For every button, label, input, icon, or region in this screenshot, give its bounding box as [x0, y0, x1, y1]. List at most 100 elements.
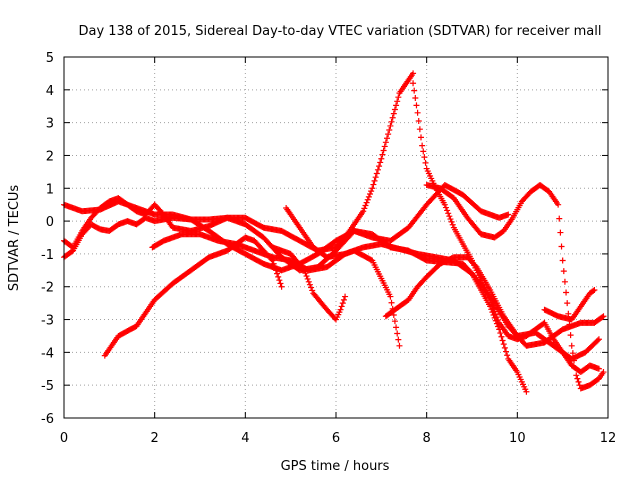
data-point [571, 357, 577, 364]
y-axis-label: SDTVAR / TECUs [7, 185, 22, 292]
data-point [419, 142, 426, 149]
data-point [380, 147, 387, 154]
data-point [337, 306, 344, 313]
data-point [448, 218, 455, 225]
data-point [415, 117, 422, 124]
data-point [503, 348, 509, 355]
data-point [500, 341, 507, 348]
data-point [566, 321, 573, 328]
data-point [303, 273, 310, 280]
data-point [338, 303, 345, 310]
data-point [379, 151, 386, 158]
data-point [497, 330, 504, 337]
data-point [363, 199, 370, 206]
data-point [599, 314, 606, 321]
y-tick-label: 0 [46, 215, 54, 230]
data-point [381, 143, 388, 150]
data-point [411, 87, 418, 94]
x-axis-label: GPS time / hours [281, 459, 390, 474]
data-point [422, 159, 429, 166]
data-point [447, 216, 454, 223]
data-point [523, 388, 530, 395]
series-trace-10 [423, 181, 607, 392]
data-point [495, 316, 502, 323]
plot-frame [63, 56, 609, 419]
data-point [499, 337, 506, 344]
data-point [556, 215, 563, 222]
x-tick-label: 10 [509, 431, 526, 446]
y-tick-label: 5 [46, 51, 54, 66]
data-point [594, 337, 601, 344]
data-point [442, 204, 449, 211]
data-point [309, 287, 316, 294]
data-point [384, 135, 390, 142]
data-point [340, 296, 347, 303]
data-point [421, 154, 428, 161]
data-point [558, 243, 565, 250]
data-point [304, 275, 311, 282]
data-point [395, 94, 402, 101]
data-point [574, 375, 581, 382]
data-point [595, 336, 602, 343]
data-point [361, 205, 368, 212]
data-point [449, 221, 456, 228]
data-points [61, 70, 607, 395]
data-point [413, 102, 420, 109]
data-point [276, 277, 283, 284]
data-point [391, 106, 398, 113]
data-point [600, 313, 607, 320]
x-tick-label: 12 [600, 431, 617, 446]
data-point [559, 257, 566, 264]
data-point [572, 364, 579, 371]
data-point [369, 185, 376, 192]
data-point [569, 350, 576, 357]
data-point [374, 166, 381, 173]
data-point [277, 280, 284, 287]
data-point [557, 229, 564, 236]
data-point [300, 265, 307, 272]
y-tick-label: -6 [41, 412, 54, 427]
data-point [414, 109, 421, 116]
data-point [416, 126, 423, 133]
data-point [302, 270, 309, 277]
data-point [271, 264, 278, 271]
data-point [394, 98, 401, 105]
y-tick-label: -5 [41, 379, 54, 394]
data-point [555, 201, 562, 208]
x-tick-label: 0 [60, 431, 68, 446]
data-point [591, 287, 598, 294]
data-point [376, 163, 383, 170]
series-trace-9 [382, 254, 602, 362]
data-point [567, 332, 574, 339]
y-tick-label: 3 [46, 117, 54, 132]
data-point [387, 293, 394, 300]
data-point [301, 267, 308, 274]
chart-title: Day 138 of 2015, Sidereal Day-to-day VTE… [79, 24, 602, 39]
data-point [563, 289, 570, 296]
data-point [388, 118, 395, 125]
x-tick-label: 6 [332, 431, 340, 446]
data-point [278, 283, 285, 290]
data-point [595, 365, 602, 372]
data-point [472, 262, 479, 269]
data-point [444, 207, 451, 214]
data-point [275, 273, 282, 280]
data-point [274, 270, 281, 277]
y-tick-label: 1 [46, 182, 54, 197]
data-point [389, 114, 396, 121]
data-point [600, 369, 607, 376]
data-point [396, 342, 403, 349]
x-tick-label: 8 [423, 431, 431, 446]
y-tick-label: 4 [46, 84, 54, 99]
y-tick-label: 2 [46, 149, 54, 164]
data-point [446, 213, 453, 220]
data-point [393, 102, 400, 109]
data-point [590, 287, 597, 294]
data-point [362, 202, 369, 209]
data-point [395, 336, 402, 343]
data-point [561, 278, 568, 285]
series-trace-8 [269, 244, 349, 323]
data-point [367, 191, 373, 198]
